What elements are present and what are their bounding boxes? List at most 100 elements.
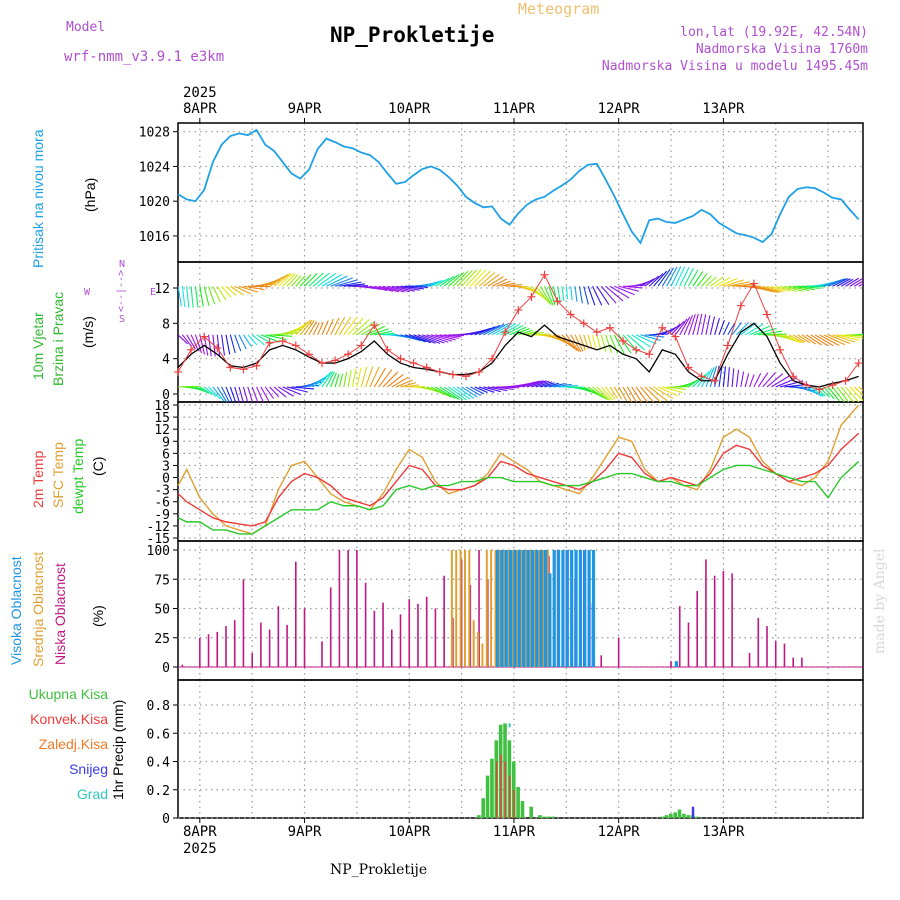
wind-arrow bbox=[779, 334, 799, 343]
wind-arrow bbox=[727, 281, 751, 287]
cloud-mid-bar bbox=[516, 550, 519, 667]
wind-arrow bbox=[779, 285, 797, 292]
cloud-low-bar bbox=[766, 626, 768, 667]
wind-speed-marker bbox=[553, 297, 562, 306]
wind-speed-marker bbox=[304, 350, 313, 359]
wind-arrow bbox=[282, 325, 305, 336]
wind-arrow bbox=[801, 386, 821, 396]
wind-arrow bbox=[596, 285, 610, 305]
wind-arrow bbox=[788, 386, 813, 389]
wind-arrow bbox=[461, 331, 480, 336]
wind-arrow bbox=[797, 285, 821, 289]
precip-total-bar bbox=[494, 740, 499, 818]
wind-label-1: 10m Vjetar bbox=[30, 312, 46, 380]
wind-arrow bbox=[731, 322, 742, 336]
wind-arrow bbox=[321, 274, 343, 287]
wind-arrow bbox=[256, 386, 264, 402]
temp-label-dew: dewpt Temp bbox=[70, 438, 86, 514]
panel-frame bbox=[177, 122, 864, 263]
wind-arrow bbox=[548, 334, 571, 345]
wind-speed-marker bbox=[370, 321, 379, 330]
wind-arrow bbox=[819, 279, 841, 287]
wind-arrow bbox=[186, 386, 207, 392]
wind-arrow bbox=[247, 386, 254, 402]
wind-arrow bbox=[771, 374, 791, 388]
cloud-tick-label: 75 bbox=[154, 573, 170, 588]
wind-arrow bbox=[452, 270, 469, 287]
wind-unit: (m/s) bbox=[80, 316, 96, 348]
day-label-bottom: 13APR bbox=[702, 824, 745, 840]
wind-arrow bbox=[705, 276, 717, 287]
wind-arrow bbox=[461, 269, 478, 287]
cloud-low-bar bbox=[425, 596, 428, 667]
cloud-high-bar bbox=[517, 550, 521, 667]
wind-arrow bbox=[256, 280, 280, 287]
cloud-low-bar bbox=[364, 582, 367, 667]
wind-arrow bbox=[522, 330, 538, 336]
wind-arrow bbox=[531, 333, 551, 336]
wind-arrow bbox=[243, 285, 265, 291]
wind-arrow bbox=[836, 278, 851, 287]
wind-arrow bbox=[622, 386, 633, 402]
wind-arrow bbox=[836, 386, 850, 402]
wind-arrow bbox=[648, 386, 668, 402]
wind-arrow bbox=[805, 334, 822, 346]
wind-arrow bbox=[766, 285, 783, 293]
wind-arrow bbox=[269, 386, 280, 398]
wind-speed-marker bbox=[841, 376, 850, 385]
wind-arrow bbox=[286, 322, 308, 336]
cloud-low-bar bbox=[731, 573, 733, 667]
pressure-tick-label: 1020 bbox=[139, 195, 170, 210]
wind-arrow bbox=[696, 273, 708, 287]
wind-arrow bbox=[361, 285, 376, 290]
wind-arrow bbox=[635, 334, 657, 345]
cloud-low-bar bbox=[207, 634, 210, 667]
legend-snijeg: Snijeg bbox=[69, 761, 108, 777]
year-label-bottom: 2025 bbox=[183, 841, 217, 857]
cloud-mid-bar bbox=[490, 550, 493, 667]
wind-speed-marker bbox=[527, 292, 536, 301]
cloud-low-bar bbox=[783, 643, 786, 667]
wind-speed-marker bbox=[213, 344, 222, 353]
panel-frame bbox=[177, 401, 864, 542]
cloud-mid-bar bbox=[542, 550, 545, 667]
temp-tick-label: -9 bbox=[154, 508, 170, 523]
wind-speed-red-line bbox=[177, 273, 860, 391]
cloud-mid-bar bbox=[498, 550, 501, 667]
wind-arrow bbox=[609, 334, 619, 354]
wind-arrow bbox=[832, 386, 845, 402]
wind-arrow bbox=[234, 285, 252, 295]
wind-arrow bbox=[788, 285, 809, 292]
wind-arrow bbox=[696, 313, 703, 335]
wind-arrow bbox=[543, 286, 554, 306]
wind-speed-black-line bbox=[177, 322, 859, 388]
wind-speed-marker bbox=[605, 323, 614, 332]
wind-arrow bbox=[688, 376, 703, 388]
wind-arrow bbox=[369, 328, 389, 336]
wind-arrow bbox=[596, 386, 611, 401]
wind-speed-marker bbox=[461, 372, 470, 381]
precip-total-bar bbox=[511, 761, 516, 818]
pressure-tick-label: 1028 bbox=[139, 126, 170, 141]
wind-arrow bbox=[531, 285, 549, 303]
wind-arrow bbox=[404, 334, 426, 343]
precip-total-bar bbox=[538, 815, 542, 818]
cloud-low-bar bbox=[268, 629, 271, 667]
temp-unit: (C) bbox=[90, 456, 106, 476]
wind-arrow bbox=[291, 275, 302, 287]
wind-speed-marker bbox=[409, 359, 418, 368]
wind-arrow bbox=[613, 334, 625, 354]
cloud-low-bar bbox=[617, 637, 620, 667]
wind-arrow bbox=[858, 333, 863, 336]
wind-tick-label: 0 bbox=[162, 388, 170, 403]
wind-arrow bbox=[409, 334, 431, 344]
wind-arrow bbox=[260, 277, 284, 287]
wind-arrow bbox=[356, 367, 362, 388]
wind-arrow bbox=[435, 386, 456, 400]
panel-frame bbox=[177, 540, 864, 681]
wind-arrow bbox=[413, 334, 436, 344]
wind-arrow bbox=[583, 286, 589, 305]
wind-arrow bbox=[470, 386, 485, 395]
wind-arrow bbox=[618, 334, 632, 354]
wind-arrow bbox=[234, 334, 242, 352]
